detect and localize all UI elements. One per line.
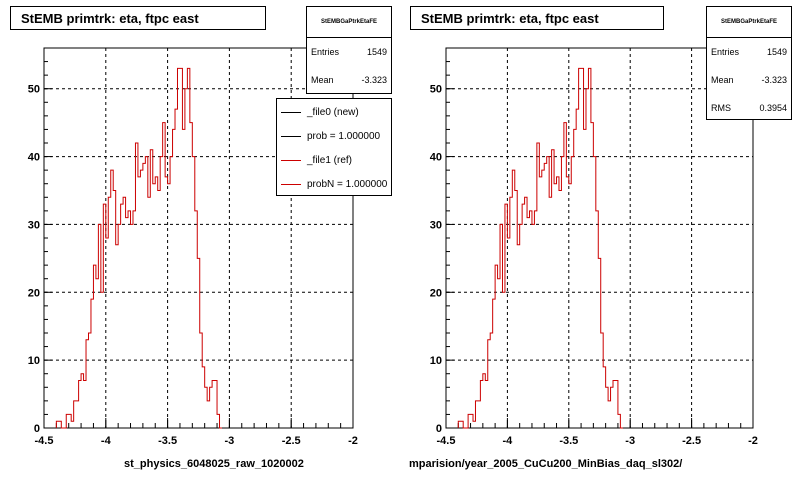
panel2-stats-name: StEMBGaPtrkEtaFE [707, 7, 791, 38]
panel1-ytick-label: 20 [28, 287, 40, 299]
panel2-xtick-label: -4 [503, 435, 514, 447]
panel2-stats-mean: Mean -3.323 [711, 75, 787, 85]
panel1-xtick-label: -3.5 [158, 435, 177, 447]
panel1-ytick-label: 40 [28, 152, 40, 164]
panel2-stats-rms: RMS 0.3954 [711, 103, 787, 113]
panel2-xtick-label: -3.5 [559, 435, 578, 447]
panel1-footer: st_physics_6048025_raw_1020002 [124, 458, 304, 470]
panel1-stats-mean: Mean -3.323 [311, 75, 387, 85]
panel1-xtick-label: -2 [348, 435, 358, 447]
panel1-stats-entries: Entries 1549 [311, 47, 387, 57]
panel2-ytick-label: 20 [430, 287, 442, 299]
panel1-xtick-label: -4 [101, 435, 112, 447]
panel1-title: StEMB primtrk: eta, ftpc east [10, 6, 266, 30]
panel1-ytick-label: 10 [28, 355, 40, 367]
panel2-title: StEMB primtrk: eta, ftpc east [410, 6, 664, 30]
panel2-histogram-line [457, 67, 623, 429]
panel2-ytick-label: 10 [430, 355, 442, 367]
panel2-stats-entries: Entries 1549 [711, 47, 787, 57]
panel1-stats-box: StEMBGaPtrkEtaFE Entries 1549 Mean -3.323 [306, 6, 392, 94]
panel1-ytick-label: 30 [28, 219, 40, 231]
panel1-legend: _file0 (new) prob = 1.000000 _file1 (ref… [276, 98, 392, 196]
panel2-ytick-label: 0 [436, 423, 442, 435]
panel1-xtick-label: -2.5 [282, 435, 301, 447]
panel1-stats-name: StEMBGaPtrkEtaFE [307, 7, 391, 38]
panel2-footer: mparision/year_2005_CuCu200_MinBias_daq_… [409, 458, 683, 470]
legend-entry-prob: prob = 1.000000 [277, 124, 391, 148]
panel2-ytick-label: 50 [430, 84, 442, 96]
panel2-xtick-label: -2 [748, 435, 758, 447]
panel2-xtick-label: -3 [625, 435, 635, 447]
panel2-stats-box: StEMBGaPtrkEtaFE Entries 1549 Mean -3.323 … [706, 6, 792, 120]
panel1-ytick-label: 0 [34, 423, 40, 435]
panel2-ytick-label: 40 [430, 152, 442, 164]
legend-entry-file1: _file1 (ref) [277, 148, 391, 172]
panel1-ytick-label: 50 [28, 84, 40, 96]
panel1-xtick-label: -3 [225, 435, 235, 447]
panel2-xtick-label: -4.5 [437, 435, 456, 447]
panel2-ytick-label: 30 [430, 219, 442, 231]
legend-entry-probn: probN = 1.000000 [277, 172, 391, 196]
panel2-xtick-label: -2.5 [682, 435, 701, 447]
panel1-xtick-label: -4.5 [35, 435, 54, 447]
panel1-histogram-line [55, 67, 222, 429]
legend-entry-file0: _file0 (new) [277, 100, 391, 124]
